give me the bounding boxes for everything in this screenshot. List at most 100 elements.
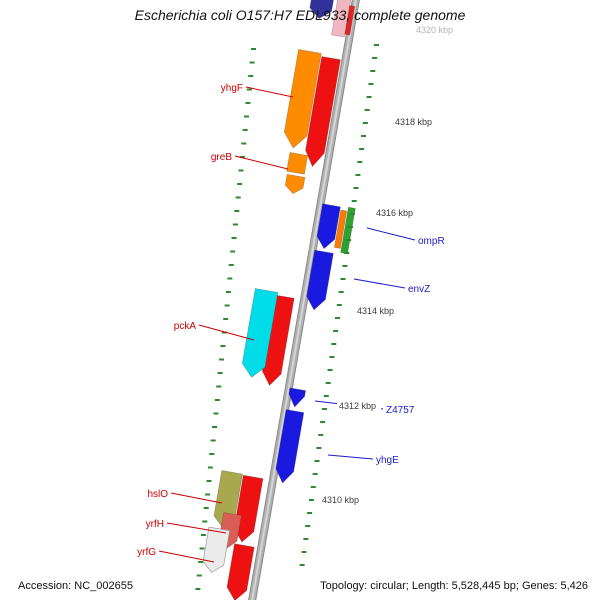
ruler-tick-left [195,588,201,590]
ruler-tick-right [323,395,329,397]
ruler-tick-left [217,372,223,374]
ruler-tick-right [333,330,339,332]
ruler-tick-left [207,466,213,469]
ruler-label-bg [414,25,458,35]
ruler-tick-left [216,385,222,388]
ruler-label-bg [374,208,418,218]
ruler-tick-right [301,551,307,553]
leader-line-ompR [366,227,416,241]
gene-label-envZ[interactable]: envZ [408,284,430,295]
ruler-tick-right [334,317,340,319]
gene-feature-yhgF[interactable] [282,49,322,149]
gene-feature-bar-orange[interactable] [333,209,348,249]
ruler-tick-right [299,564,305,566]
ruler-label-bg [393,117,437,127]
ruler-tick-right [370,70,376,72]
ruler-tick-right [325,382,331,384]
leader-line-yhgE [327,454,374,460]
gene-label-greB[interactable]: greB [211,152,232,163]
ruler-tick-left [220,345,226,347]
ruler-tick-left [205,493,211,496]
ruler-tick-right [368,83,374,85]
ruler-tick-right [349,213,355,215]
ruler-label: 4316 kbp [376,208,413,218]
ruler-tick-right [366,96,372,98]
leader-line-yrfG [158,550,215,563]
ruler-tick-right [340,278,346,280]
ruler-tick-right [303,538,309,540]
ruler-tick-left [202,520,208,523]
ruler-tick-left [234,210,240,212]
ruler-tick-left [244,115,250,118]
ruler-label: 4314 kbp [357,306,394,316]
ruler-tick-left [231,237,237,239]
gene-label-pckA[interactable]: pckA [174,321,197,332]
gene-feature-top-red[interactable] [344,5,356,36]
gene-label-hslO[interactable]: hslO [147,489,168,500]
gene-feature-ompR[interactable] [315,203,341,250]
ruler-tick-left [249,61,255,64]
ruler-tick-right [351,200,357,202]
ruler-tick-right [347,226,353,228]
ruler-label-bg [337,401,381,411]
ruler-tick-left [199,547,205,550]
leader-line-hslO [170,492,223,504]
ruler-tick-left [232,223,238,226]
gene-feature-red-1[interactable] [303,56,341,168]
leader-line-envZ [353,278,406,289]
gene-feature-top-pink[interactable] [331,0,352,38]
leader-line-yhgF [245,86,294,98]
ruler-tick-left [241,142,247,145]
gene-label-yhgE[interactable]: yhgE [376,455,399,466]
ruler-labels: 4320 kbp 4318 kbp 4316 kbp 4314 kbp 4312 kbp… [320,25,458,505]
ruler-tick-right [318,434,324,436]
ruler-label: 4310 kbp [322,495,359,505]
ruler-tick-right [362,122,368,124]
gene-label-yhgF[interactable]: yhgF [221,83,243,94]
gene-label-Z4757[interactable]: Z4757 [386,405,415,416]
ruler-label: 4312 kbp [339,401,376,411]
ruler-tick-right [321,408,327,410]
ruler-tick-left [237,183,243,185]
ruler-tick-left [210,439,216,442]
gene-feature-greB-a[interactable] [286,152,309,175]
ruler-tick-left [227,277,233,280]
ruler-tick-left [203,507,209,509]
gene-label-yrfH[interactable]: yrfH [146,519,164,530]
ruler-tick-left [198,561,204,563]
ruler-tick-right [316,447,322,449]
gene-feature-yhgE[interactable] [274,409,305,485]
gene-feature-greB-b[interactable] [284,173,306,195]
ruler-tick-left [235,196,241,199]
gene-feature-envZ[interactable] [305,249,334,311]
ruler-tick-left [219,358,225,361]
leader-line-yrfH [166,522,227,534]
ruler-tick-left [239,156,245,158]
ruler-tick-left [251,48,256,50]
status-bar: Accession: NC_002655 Topology: circular;… [0,580,600,592]
gene-feature-pckA[interactable] [240,288,279,380]
ruler-tick-right [320,421,326,423]
ruler-tick-left [245,102,251,104]
gene-feature-red-4[interactable] [225,543,255,600]
ruler-tick-left [224,304,230,307]
genome-track-group [202,0,366,600]
gene-label-ompR[interactable]: ompR [418,236,445,247]
gene-feature-top-navy[interactable] [308,0,337,20]
ruler-tick-right [353,187,359,189]
ruler-tick-right [305,525,311,527]
ruler-tick-left [214,399,220,401]
ruler-tick-left [246,88,252,91]
ruler-label-bg [320,495,364,505]
ruler-tick-left [213,412,219,415]
ruler-tick-right [331,343,337,345]
ruler-tick-left [242,129,248,131]
leader-line-pckA [198,324,255,341]
ruler-label: 4318 kbp [395,117,432,127]
gene-feature-Z4757[interactable] [287,387,307,408]
ruler-tick-right [314,460,320,462]
accession-text: Accession: NC_002655 [18,580,133,592]
gene-labels: yhgF greB pckA hslO yrfH yrfG ompR envZ Z4757 yhg… [137,83,445,558]
gene-label-yrfG[interactable]: yrfG [137,547,156,558]
